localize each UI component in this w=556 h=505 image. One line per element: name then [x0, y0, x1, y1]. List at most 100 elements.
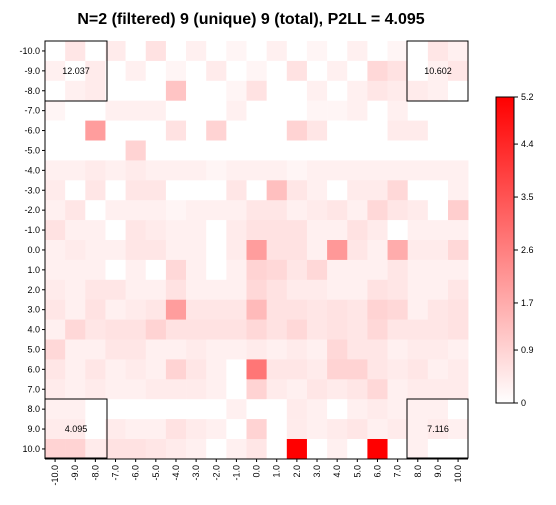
- heatmap-cell: [105, 100, 126, 121]
- heatmap-cell: [347, 299, 368, 320]
- heatmap-cell: [407, 319, 429, 340]
- heatmap-cell: [206, 120, 227, 141]
- heatmap-cell: [186, 339, 207, 360]
- x-tick-label: -5.0: [151, 465, 161, 481]
- heatmap-cell: [206, 259, 227, 281]
- corner-value-top-right: 10.602: [424, 66, 452, 76]
- heatmap-cell: [387, 419, 408, 440]
- heatmap-cell: [306, 419, 328, 440]
- heatmap-cell: [327, 359, 348, 380]
- heatmap-cell: [448, 240, 469, 261]
- heatmap-cell: [266, 200, 288, 221]
- heatmap-cell: [226, 339, 247, 360]
- heatmap-cell: [407, 419, 429, 440]
- heatmap-cell: [145, 41, 167, 62]
- heatmap-cell: [145, 60, 167, 82]
- heatmap-cell: [45, 140, 66, 161]
- heatmap-cell: [306, 160, 328, 181]
- heatmap-cell: [286, 80, 308, 101]
- heatmap-cell: [145, 140, 167, 161]
- heatmap-cell: [448, 379, 469, 400]
- heatmap-cell: [105, 319, 126, 340]
- heatmap-cell: [145, 339, 167, 360]
- heatmap-cell: [85, 80, 106, 101]
- heatmap-cell: [145, 80, 167, 101]
- heatmap-cell: [65, 80, 86, 101]
- y-tick-label: -7.0: [24, 106, 40, 116]
- heatmap-cell: [306, 299, 328, 320]
- heatmap-cell: [286, 279, 308, 300]
- heatmap-cell: [206, 419, 227, 440]
- y-tick-label: -5.0: [24, 145, 40, 155]
- heatmap-cell: [65, 439, 86, 460]
- heatmap-cell: [85, 439, 106, 460]
- heatmap-cell: [387, 319, 408, 340]
- heatmap-cell: [367, 259, 388, 281]
- heatmap-cell: [327, 319, 348, 340]
- heatmap-cell: [266, 379, 288, 400]
- heatmap-cell: [306, 319, 328, 340]
- heatmap-cell: [347, 259, 368, 281]
- heatmap-cell: [407, 399, 429, 420]
- heatmap-cell: [105, 379, 126, 400]
- heatmap-cell: [186, 419, 207, 440]
- heatmap-cell: [347, 279, 368, 300]
- x-tick-label: -6.0: [131, 465, 141, 481]
- heatmap-cell: [266, 140, 288, 161]
- corner-value-bottom-right: 7.116: [427, 424, 449, 434]
- heatmap-cell: [125, 200, 147, 221]
- heatmap-cell: [45, 359, 66, 380]
- heatmap-cell: [246, 240, 267, 261]
- heatmap-cell: [85, 319, 106, 340]
- heatmap-cell: [105, 259, 126, 281]
- heatmap-cell: [65, 379, 86, 400]
- heatmap-cell: [105, 359, 126, 380]
- heatmap-cell: [246, 60, 267, 82]
- heatmap-cell: [65, 41, 86, 62]
- heatmap-cell: [85, 140, 106, 161]
- heatmap-cell: [246, 259, 267, 281]
- heatmap-cell: [246, 200, 267, 221]
- heatmap-cell: [266, 180, 288, 201]
- x-tick-label: 4.0: [332, 465, 342, 478]
- heatmap-cell: [125, 399, 147, 420]
- heatmap-cell: [85, 240, 106, 261]
- heatmap-cell: [367, 319, 388, 340]
- heatmap-cell: [165, 339, 187, 360]
- heatmap-cell: [65, 200, 86, 221]
- heatmap-cell: [367, 220, 388, 241]
- heatmap-cell: [65, 140, 86, 161]
- heatmap-cell: [206, 319, 227, 340]
- heatmap-cell: [226, 439, 247, 460]
- heatmap-cell: [407, 279, 429, 300]
- heatmap-cell: [387, 359, 408, 380]
- heatmap-cell: [448, 100, 469, 121]
- heatmap-cell: [145, 279, 167, 300]
- heatmap-cell: [45, 399, 66, 420]
- heatmap-cell: [45, 419, 66, 440]
- heatmap-cell: [145, 399, 167, 420]
- heatmap-cell: [246, 80, 267, 101]
- heatmap-cell: [327, 80, 348, 101]
- x-tick-label: 7.0: [393, 465, 403, 478]
- heatmap-cell: [286, 60, 308, 82]
- heatmap-cell: [226, 120, 247, 141]
- heatmap-cell: [125, 419, 147, 440]
- heatmap-cell: [165, 180, 187, 201]
- heatmap-cell: [165, 120, 187, 141]
- heatmap-cell: [347, 379, 368, 400]
- heatmap-cell: [407, 439, 429, 460]
- x-tick-label: -1.0: [231, 465, 241, 481]
- heatmap-cell: [186, 140, 207, 161]
- heatmap-cell: [266, 160, 288, 181]
- y-tick-label: 6.0: [27, 364, 40, 374]
- heatmap-cell: [165, 100, 187, 121]
- heatmap-cell: [367, 299, 388, 320]
- corner-value-bottom-left: 4.095: [65, 424, 88, 434]
- heatmap-cell: [165, 220, 187, 241]
- heatmap-cell: [105, 180, 126, 201]
- heatmap-cell: [45, 439, 66, 460]
- heatmap-cell: [65, 160, 86, 181]
- heatmap-cell: [45, 339, 66, 360]
- heatmap-cell: [347, 100, 368, 121]
